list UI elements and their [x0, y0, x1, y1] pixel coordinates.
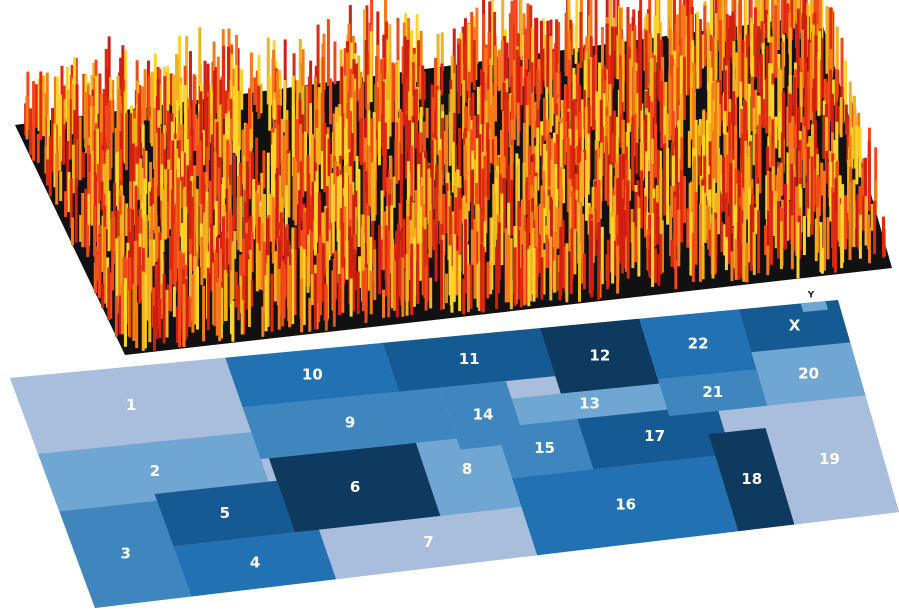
region-label: 7	[423, 533, 433, 551]
region	[382, 328, 556, 392]
region-label: 11	[459, 350, 480, 368]
region-label: 13	[579, 395, 600, 413]
region-label: 20	[798, 364, 819, 382]
region-label: 3	[120, 545, 130, 563]
region	[242, 387, 457, 460]
region-label: 17	[644, 427, 665, 445]
region	[512, 455, 739, 556]
region-label: 4	[250, 553, 260, 571]
region	[539, 318, 660, 394]
region	[495, 418, 594, 479]
region-label: 16	[615, 496, 636, 514]
region	[751, 342, 866, 406]
region-label: 5	[220, 504, 230, 522]
region	[154, 480, 295, 547]
region-label: 22	[688, 335, 709, 353]
region-label: 12	[589, 347, 610, 365]
region-label: 2	[150, 462, 160, 480]
bar-field	[15, 0, 892, 355]
region-label: 10	[302, 365, 323, 383]
region-label: 8	[462, 460, 472, 478]
region-label: 6	[350, 478, 360, 496]
region	[268, 442, 441, 533]
region-label: 1	[126, 396, 136, 414]
region	[173, 529, 337, 597]
region	[639, 309, 757, 380]
region	[577, 404, 732, 470]
region	[657, 369, 768, 417]
region-label: 9	[345, 414, 355, 432]
region	[59, 500, 192, 608]
region	[800, 301, 829, 313]
region	[10, 357, 252, 454]
region	[319, 506, 538, 580]
region-label: 15	[534, 439, 555, 457]
region	[708, 428, 795, 532]
region	[759, 395, 899, 525]
region	[511, 383, 668, 425]
region	[738, 300, 851, 353]
region-label: 18	[741, 470, 762, 488]
region-label: X	[789, 316, 801, 334]
region-label: 14	[473, 406, 494, 424]
region	[225, 342, 399, 408]
region-label: 19	[819, 450, 840, 468]
region	[412, 423, 522, 516]
region-label: 21	[702, 383, 723, 401]
region-label: Y	[807, 290, 815, 300]
